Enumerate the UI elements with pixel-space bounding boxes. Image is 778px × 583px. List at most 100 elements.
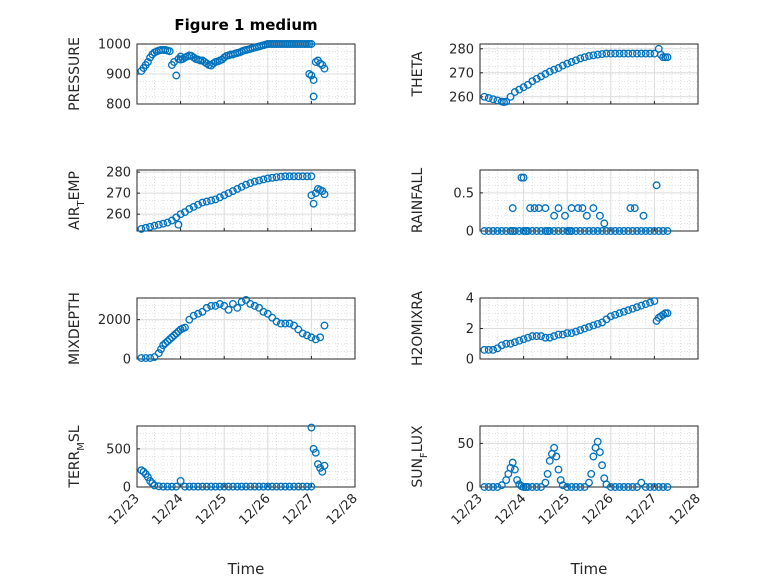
data-point	[633, 49, 641, 58]
data-point	[541, 478, 550, 487]
data-point	[242, 296, 250, 304]
subplot-7: 0 500 12/23 12/24 12/25 12/26 12/27 12/28 TERRMS…	[67, 423, 361, 528]
data-point	[624, 227, 633, 235]
data-point	[246, 482, 255, 491]
data-point	[172, 329, 181, 338]
y-axis-label: AIRTEMP	[67, 171, 87, 230]
data-point	[489, 483, 498, 491]
data-point	[237, 482, 246, 491]
data-point	[510, 465, 519, 474]
data-point	[154, 349, 163, 358]
data-point	[595, 211, 604, 220]
data-point	[580, 227, 589, 235]
data-point	[552, 452, 561, 461]
data-point	[506, 92, 515, 101]
y-tick-label: 900	[106, 68, 131, 83]
y-tick-label: 270	[106, 187, 131, 202]
data-point	[290, 482, 298, 491]
data-point	[163, 482, 172, 491]
data-point	[571, 56, 580, 65]
y-axis-label: SUNFLUX	[410, 425, 430, 488]
data-point	[259, 307, 268, 316]
data-point	[528, 332, 537, 341]
y-tick-label: 50	[457, 437, 474, 452]
data-point	[139, 467, 148, 476]
data-point	[215, 193, 224, 202]
data-point	[519, 335, 528, 344]
data-point	[311, 448, 320, 457]
data-point	[519, 173, 528, 182]
data-point	[624, 49, 633, 58]
data-point	[637, 478, 646, 487]
data-point	[202, 482, 211, 491]
data-point	[606, 227, 615, 235]
data-point	[167, 333, 176, 342]
data-point	[506, 339, 515, 348]
y-tick-label: 0	[466, 481, 474, 496]
data-point	[611, 227, 620, 235]
data-point	[298, 329, 307, 338]
data-point	[654, 227, 663, 235]
subplot-3: 260 270 280 AIRTEMP	[67, 166, 356, 233]
data-point	[630, 204, 639, 213]
data-point	[185, 204, 194, 213]
data-point	[307, 333, 316, 342]
data-point	[233, 303, 242, 312]
data-point	[198, 198, 207, 207]
data-point	[285, 172, 294, 181]
data-point	[561, 211, 569, 220]
x-tick-label: 12/23	[449, 491, 486, 528]
y-tick-label: 2000	[98, 313, 131, 328]
data-point	[172, 71, 181, 80]
data-point	[532, 332, 541, 341]
data-point	[646, 298, 654, 307]
data-point	[510, 88, 519, 96]
data-point	[268, 482, 277, 491]
data-point	[524, 483, 532, 491]
data-point	[661, 53, 670, 62]
y-tick-label: 2	[466, 322, 474, 337]
data-point	[263, 482, 272, 491]
data-point	[598, 461, 607, 470]
data-point	[489, 345, 498, 354]
data-point	[508, 458, 517, 467]
y-tick-label: 260	[449, 90, 474, 105]
data-point	[198, 307, 207, 316]
data-point	[532, 483, 541, 491]
y-tick-label: 0	[123, 481, 131, 496]
y-tick-label: 0	[466, 353, 474, 368]
data-point	[571, 327, 580, 336]
data-point	[567, 227, 576, 235]
data-point	[615, 49, 624, 58]
data-point	[541, 333, 550, 342]
data-point	[309, 444, 318, 453]
data-point	[303, 40, 311, 48]
data-point	[194, 200, 202, 209]
data-point	[137, 354, 146, 362]
data-point	[211, 482, 220, 491]
data-point	[582, 211, 591, 220]
data-point	[571, 227, 580, 235]
axes-box	[479, 43, 699, 105]
data-point	[554, 330, 563, 339]
data-point	[298, 482, 307, 491]
data-point	[272, 173, 281, 182]
data-point	[163, 337, 172, 346]
data-point	[303, 172, 311, 181]
data-point	[639, 211, 648, 220]
data-point	[593, 437, 602, 446]
x-tick-label: 12/28	[667, 491, 704, 528]
data-point	[137, 224, 146, 233]
data-point	[242, 482, 250, 491]
data-point	[580, 53, 589, 62]
y-tick-label: 500	[106, 442, 131, 457]
data-point	[172, 482, 181, 491]
data-point	[294, 172, 303, 181]
subplot-1: 800 900 1000 PRESSURE	[67, 37, 356, 113]
data-point	[510, 227, 519, 235]
x-tick-label: 12/24	[492, 491, 529, 528]
data-point	[646, 483, 654, 491]
data-point	[585, 52, 593, 60]
data-point	[228, 299, 237, 308]
data-point	[659, 53, 668, 62]
